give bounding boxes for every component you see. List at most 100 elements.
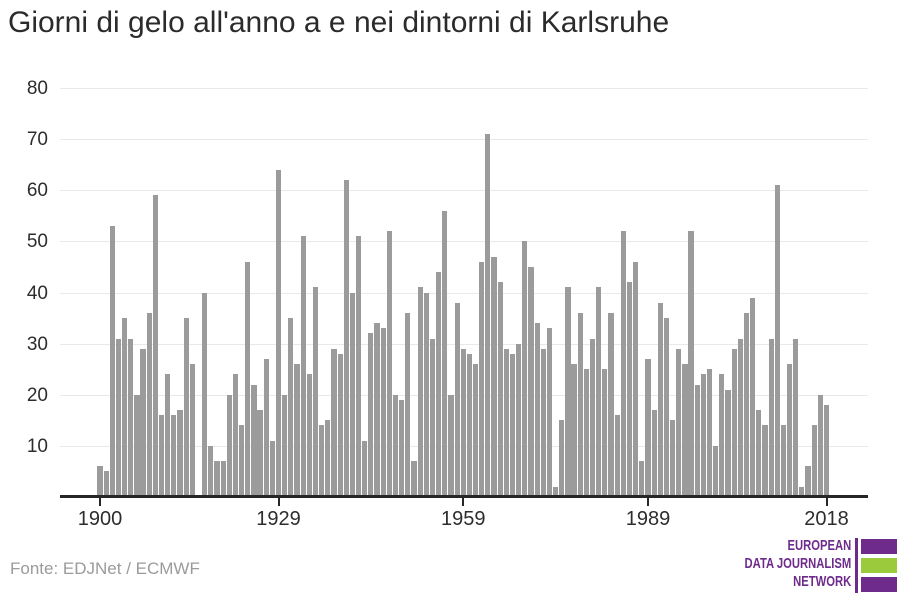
bar-2009[interactable] xyxy=(768,338,774,497)
bar-1997[interactable] xyxy=(694,384,700,497)
bar-1951[interactable] xyxy=(411,461,417,497)
bar-1906[interactable] xyxy=(134,394,140,497)
bar-1946[interactable] xyxy=(380,328,386,497)
bar-1964[interactable] xyxy=(491,256,497,497)
bar-1994[interactable] xyxy=(676,348,682,497)
bar-1920[interactable] xyxy=(220,461,226,497)
bar-1984[interactable] xyxy=(614,415,620,497)
bar-2007[interactable] xyxy=(756,410,762,497)
bar-1950[interactable] xyxy=(405,312,411,497)
bar-1942[interactable] xyxy=(355,236,362,497)
bar-1993[interactable] xyxy=(670,420,676,497)
bar-1923[interactable] xyxy=(239,425,245,497)
bar-1941[interactable] xyxy=(349,292,356,497)
bar-1943[interactable] xyxy=(362,440,368,497)
bar-1913[interactable] xyxy=(177,410,183,497)
bar-1960[interactable] xyxy=(466,353,472,497)
bar-1939[interactable] xyxy=(337,353,343,497)
bar-2008[interactable] xyxy=(762,425,768,497)
bar-1929[interactable] xyxy=(275,169,282,497)
bar-2005[interactable] xyxy=(743,312,750,497)
bar-1962[interactable] xyxy=(479,261,485,497)
bar-1931[interactable] xyxy=(288,318,294,497)
bar-1912[interactable] xyxy=(171,415,177,497)
bar-1958[interactable] xyxy=(454,302,460,497)
bar-1972[interactable] xyxy=(540,348,546,497)
bar-1961[interactable] xyxy=(472,364,479,497)
bar-1982[interactable] xyxy=(602,369,608,497)
bar-2002[interactable] xyxy=(725,389,731,497)
bar-2011[interactable] xyxy=(780,425,786,497)
bar-1934[interactable] xyxy=(306,374,312,497)
bar-1928[interactable] xyxy=(269,440,275,497)
bar-1944[interactable] xyxy=(368,333,374,497)
bar-1963[interactable] xyxy=(485,134,491,497)
bar-1938[interactable] xyxy=(331,348,337,497)
bar-1948[interactable] xyxy=(392,394,399,497)
bar-2001[interactable] xyxy=(719,374,725,497)
bar-2003[interactable] xyxy=(731,348,737,497)
bar-1976[interactable] xyxy=(565,287,571,497)
bar-1940[interactable] xyxy=(343,180,349,497)
bar-1956[interactable] xyxy=(442,210,448,497)
bar-1970[interactable] xyxy=(528,266,534,497)
bar-1974[interactable] xyxy=(553,486,559,497)
bar-1988[interactable] xyxy=(639,461,645,497)
bar-1969[interactable] xyxy=(522,241,528,497)
bar-1933[interactable] xyxy=(300,236,306,497)
bar-1907[interactable] xyxy=(140,348,146,497)
bar-1983[interactable] xyxy=(608,312,614,497)
bar-1959[interactable] xyxy=(460,348,466,497)
bar-1989[interactable] xyxy=(645,358,651,497)
bar-1955[interactable] xyxy=(436,272,442,497)
bar-1926[interactable] xyxy=(257,410,263,497)
bar-1987[interactable] xyxy=(633,261,639,497)
bar-1945[interactable] xyxy=(374,323,380,497)
bar-2018[interactable] xyxy=(823,404,830,497)
bar-1965[interactable] xyxy=(497,282,503,497)
bar-1902[interactable] xyxy=(109,226,115,497)
bar-2012[interactable] xyxy=(786,364,793,497)
bar-1925[interactable] xyxy=(251,384,257,497)
bar-1954[interactable] xyxy=(429,338,436,497)
bar-1930[interactable] xyxy=(282,394,288,497)
bar-1909[interactable] xyxy=(152,195,158,497)
bar-1977[interactable] xyxy=(571,364,577,497)
bar-1918[interactable] xyxy=(208,445,214,497)
bar-1932[interactable] xyxy=(294,364,300,497)
bar-1917[interactable] xyxy=(202,292,208,497)
bar-1921[interactable] xyxy=(226,394,232,497)
bar-1905[interactable] xyxy=(128,338,134,497)
bar-1911[interactable] xyxy=(165,374,171,497)
bar-1975[interactable] xyxy=(559,420,565,497)
bar-2017[interactable] xyxy=(817,394,823,497)
bar-1914[interactable] xyxy=(183,318,189,497)
bar-1991[interactable] xyxy=(657,302,663,497)
bar-1927[interactable] xyxy=(263,358,269,497)
bar-1937[interactable] xyxy=(325,420,331,497)
bar-1999[interactable] xyxy=(706,369,713,497)
bar-1986[interactable] xyxy=(626,282,633,497)
bar-1919[interactable] xyxy=(214,461,220,497)
bar-2004[interactable] xyxy=(737,338,743,497)
bar-2016[interactable] xyxy=(811,425,817,497)
bar-1973[interactable] xyxy=(546,328,553,497)
bar-1968[interactable] xyxy=(516,343,522,497)
bar-1980[interactable] xyxy=(589,338,596,497)
bar-1908[interactable] xyxy=(146,312,152,497)
bar-1924[interactable] xyxy=(245,261,251,497)
bar-1953[interactable] xyxy=(423,292,429,497)
bar-1967[interactable] xyxy=(509,353,516,497)
bar-1998[interactable] xyxy=(700,374,706,497)
bar-1985[interactable] xyxy=(620,231,626,497)
bar-2010[interactable] xyxy=(774,185,780,497)
bar-1901[interactable] xyxy=(103,471,109,497)
bar-2014[interactable] xyxy=(799,486,805,497)
bar-2006[interactable] xyxy=(750,297,756,497)
bar-1990[interactable] xyxy=(651,410,657,497)
bar-1910[interactable] xyxy=(158,415,165,497)
bar-1936[interactable] xyxy=(319,425,325,497)
bar-1995[interactable] xyxy=(682,364,688,497)
bar-1904[interactable] xyxy=(122,318,128,497)
bar-1900[interactable] xyxy=(97,466,103,497)
